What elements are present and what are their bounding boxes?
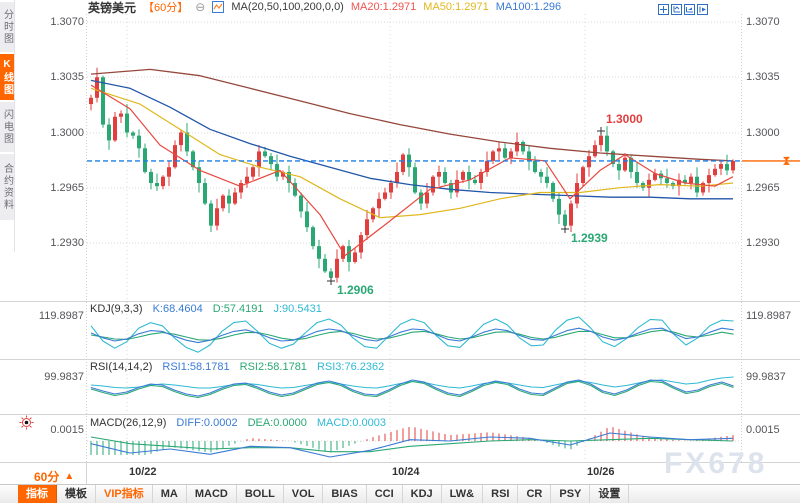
kdj-j-value: J:90.5431 [273,303,322,315]
price-tick-left: 1.2965 [50,182,84,194]
bottom-toolbar: 指标 模板 VIP指标 MA MACD BOLL VOL BIAS CCI KD… [0,484,800,503]
footer-period-label: 60分 [34,470,60,484]
macd-scale-right: 0.0015 [746,424,780,436]
ma-chart-icon [212,1,225,13]
jump-to-latest-icon[interactable] [697,2,708,15]
toolbar-item-indicator[interactable]: 指标 [18,485,57,503]
price-tick-left: 1.3000 [50,127,84,139]
toolbar-item-psy[interactable]: PSY [551,485,591,503]
chart-header: 英镑美元 【60分】 ⊖ MA(20,50,100,200,0,0) MA20:… [88,0,562,15]
toolbar-item-bias[interactable]: BIAS [323,485,367,503]
rsi-scale-right: 99.9837 [746,371,786,383]
toolbar-item-cci[interactable]: CCI [367,485,403,503]
toolbar-item-boll[interactable]: BOLL [237,485,284,503]
kdj-panel-header: KDJ(9,3,3) K:68.4604 D:57.4191 J:90.5431 [90,303,322,315]
toolbar-item-ma[interactable]: MA [153,485,187,503]
rsi1-value: RSI1:58.1781 [162,361,230,373]
price-tick-right: 1.3035 [746,71,780,83]
price-tick-left: 1.2930 [50,237,84,249]
kdj-scale-right: 119.8987 [746,310,792,322]
macd-scale-left: 0.0015 [50,424,84,436]
crosshair-icon[interactable] [658,2,669,15]
chart-toolbox [658,2,708,15]
sidebar-item-time-chart[interactable]: 分时图 [0,2,14,52]
price-tick-right: 1.2965 [746,182,780,194]
rsi-scale-left: 99.9837 [44,371,84,383]
ma-params-label: MA(20,50,100,200,0,0) [231,1,344,13]
rsi2-value: RSI2:58.1781 [239,361,307,373]
low-price-annotation: 1.2906 [337,283,374,297]
sidebar-item-kline-chart[interactable]: K线图 [0,54,14,100]
price-tick-right: 1.3070 [746,16,780,28]
footer-period-selector[interactable]: 60分 ▲ [34,468,74,485]
symbol-title: 英镑美元 [88,0,137,15]
watermark: FX678 [664,447,768,480]
rsi-panel-header: RSI(14,14,2) RSI1:58.1781 RSI2:58.1781 R… [90,361,384,373]
toolbar-item-vip[interactable]: VIP指标 [96,485,153,503]
period-label[interactable]: 【60分】 [143,2,189,14]
toolbar-item-template[interactable]: 模板 [57,485,96,503]
date-label: 10/22 [129,466,157,478]
macd-macd-value: MACD:0.0003 [316,417,386,429]
macd-name: MACD(26,12,9) [90,417,167,429]
toolbar-item-settings[interactable]: 设置 [590,485,630,503]
sidebar-item-flash-chart[interactable]: 闪电图 [0,102,14,152]
toolbar-item-macd[interactable]: MACD [187,485,237,503]
toolbar-item-cr[interactable]: CR [518,485,552,503]
date-label: 10/24 [392,466,420,478]
kdj-scale-left: 119.8987 [38,310,84,322]
ma100-value: MA100:1.296 [495,1,562,13]
kdj-name: KDJ(9,3,3) [90,303,143,315]
macd-diff-value: DIFF:0.0002 [176,417,238,429]
toolbar-item-lw[interactable]: LW& [442,485,484,503]
toolbar-item-vol[interactable]: VOL [284,485,324,503]
toolbar-item-rsi[interactable]: RSI [483,485,519,503]
macd-panel-header: MACD(26,12,9) DIFF:0.0002 DEA:0.0000 MAC… [90,417,386,429]
sidebar-item-contract-info[interactable]: 合约资料 [0,154,14,220]
collapse-icon[interactable]: ⊖ [195,0,206,14]
price-tick-left: 1.3035 [50,71,84,83]
rsi3-value: RSI3:76.2362 [316,361,385,373]
expand-triangle-icon: ▲ [64,471,75,482]
date-label: 10/26 [587,466,615,478]
indicator-target-icon[interactable] [19,415,34,430]
scroll-chart-icon[interactable] [684,2,695,15]
ma50-value: MA50:1.2971 [423,1,489,13]
rsi-name: RSI(14,14,2) [90,361,153,373]
kdj-k-value: K:68.4604 [152,303,203,315]
high-price-annotation: 1.3000 [606,112,643,126]
ma20-value: MA20:1.2971 [350,1,417,13]
axis-scale-icon[interactable] [671,2,682,15]
kdj-d-value: D:57.4191 [212,303,264,315]
price-tick-left: 1.3070 [50,16,84,28]
macd-dea-value: DEA:0.0000 [247,417,307,429]
low-price-annotation: 1.2939 [571,231,608,245]
price-tick-right: 1.3000 [746,127,780,139]
price-tick-right: 1.2930 [746,237,780,249]
toolbar-item-kdj[interactable]: KDJ [403,485,442,503]
